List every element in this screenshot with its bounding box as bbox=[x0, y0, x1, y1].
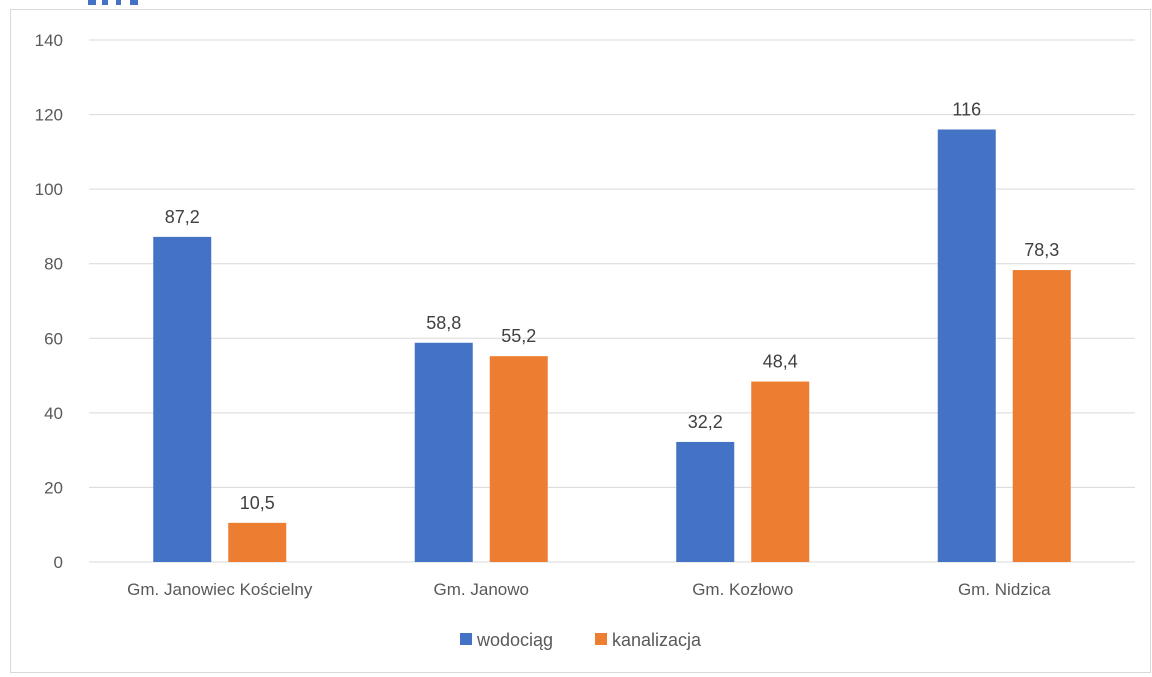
data-labels: 87,2 10,5 58,8 55,2 32,2 48,4 116 78,3 bbox=[165, 99, 1060, 512]
category-label: Gm. Janowo bbox=[434, 580, 529, 599]
bar-kanalizacja bbox=[1012, 270, 1071, 562]
legend-swatch bbox=[460, 633, 472, 645]
data-label: 48,4 bbox=[763, 352, 798, 372]
data-label: 10,5 bbox=[240, 493, 275, 513]
bar-wodociag bbox=[676, 441, 735, 562]
data-label: 58,8 bbox=[426, 313, 461, 333]
legend-label: wodociąg bbox=[476, 630, 553, 650]
data-label: 116 bbox=[952, 99, 981, 119]
legend-swatch bbox=[595, 633, 607, 645]
category-label: Gm. Nidzica bbox=[958, 580, 1051, 599]
bar-kanalizacja bbox=[751, 381, 810, 562]
chart-frame: 0 20 40 60 80 100 120 140 87,2 10,5 58,8 55,2 32,2 4… bbox=[10, 9, 1151, 673]
y-tick-label: 60 bbox=[44, 329, 63, 348]
y-tick-label: 0 bbox=[54, 553, 63, 572]
y-tick-label: 100 bbox=[35, 180, 63, 199]
x-axis-categories: Gm. Janowiec Kościelny Gm. Janowo Gm. Kozł… bbox=[127, 580, 1051, 599]
bar-wodociag bbox=[153, 236, 212, 562]
data-label: 87,2 bbox=[165, 207, 200, 227]
data-label: 32,2 bbox=[688, 412, 723, 432]
bars bbox=[153, 129, 1071, 562]
data-label: 78,3 bbox=[1024, 240, 1059, 260]
bar-kanalizacja bbox=[228, 522, 287, 562]
y-tick-label: 80 bbox=[44, 255, 63, 274]
top-edge-marks bbox=[88, 0, 148, 6]
gridlines bbox=[89, 39, 1135, 563]
y-tick-label: 140 bbox=[35, 31, 63, 50]
y-tick-label: 120 bbox=[35, 106, 63, 125]
y-axis-ticks: 0 20 40 60 80 100 120 140 bbox=[35, 31, 63, 572]
bar-kanalizacja bbox=[489, 356, 548, 562]
bar-chart: 0 20 40 60 80 100 120 140 87,2 10,5 58,8 55,2 32,2 4… bbox=[35, 31, 1135, 650]
bar-wodociag bbox=[937, 129, 996, 562]
category-label: Gm. Janowiec Kościelny bbox=[127, 580, 313, 599]
y-tick-label: 40 bbox=[44, 404, 63, 423]
data-label: 55,2 bbox=[501, 326, 536, 346]
bar-wodociag bbox=[414, 342, 473, 562]
legend: wodociąg kanalizacja bbox=[460, 630, 702, 650]
y-tick-label: 20 bbox=[44, 478, 63, 497]
legend-label: kanalizacja bbox=[612, 630, 702, 650]
category-label: Gm. Kozłowo bbox=[692, 580, 793, 599]
